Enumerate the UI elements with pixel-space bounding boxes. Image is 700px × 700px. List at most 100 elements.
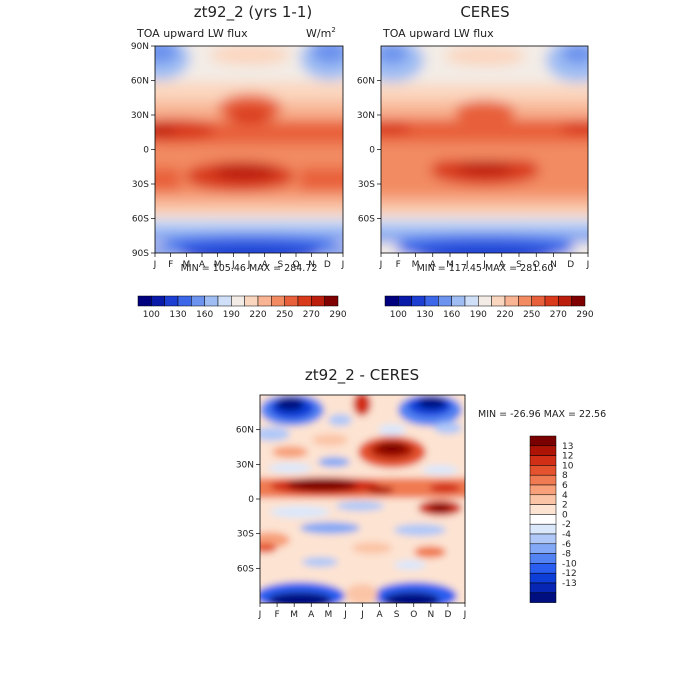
panel-diff-colorbar-box [529,523,557,535]
panel-model-y-tick-label: 60N [131,77,149,87]
panel-obs-colorbar-box [544,295,559,307]
panel-model-colorbar-box [217,295,232,307]
panel-model-colorbar-box [191,295,205,307]
panel-model-x-tick-label: J [341,260,345,270]
panel-model-colorbar-label: 270 [303,310,320,320]
panel-diff-colorbar-box [529,494,557,505]
panel-model-y-tick-label: 0 [143,146,149,156]
panel-diff-x-tick-label: N [427,610,434,620]
panel-model-y-tick-label: 90S [132,249,149,259]
panel-diff-y-tick-label: 60N [236,426,254,436]
panel-diff-y-tick-label: 30S [237,530,254,540]
panel-model-colorbar-box [151,295,165,307]
panel-obs-colorbar-label: 270 [550,310,567,320]
panel-diff-title: zt92_2 - CERES [305,366,419,385]
panel-model-field [155,46,343,253]
panel-obs-colorbar-box [518,295,532,307]
panel-diff-x-tick-label: M [290,610,298,620]
panel-obs-colorbar-box [464,295,479,307]
panel-model-colorbar-box [297,295,312,307]
panel-model-x-tick-label: M [214,260,222,270]
panel-model-y-tick-label: 30N [131,111,149,121]
panel-diff-colorbar-box [529,553,557,564]
panel-diff-colorbar-label: 2 [562,501,568,511]
panel-obs-x-tick-label: D [567,260,574,270]
panel-obs-y-tick-label: 30S [358,180,375,190]
panel-model-colorbar-box [311,295,325,307]
panel-model-colorbar-box [324,295,339,307]
panel-model-x-tick-label: O [292,260,299,270]
panel-diff-colorbar-box [529,582,557,594]
panel-diff-x-tick-label: M [324,610,332,620]
panel-diff-x-tick-label: J [258,610,262,620]
panel-obs-colorbar-label: 190 [470,310,487,320]
panel-obs-x-tick-label: J [586,260,590,270]
panel-obs-colorbar-label: 220 [496,310,513,320]
panel-model-x-tick-label: F [168,260,173,270]
panel-obs-colorbar-label: 250 [523,310,540,320]
panel-diff-colorbar-label: 0 [562,510,568,520]
panel-obs-y-tick-label: 30N [357,111,375,121]
panel-diff-x-tick-label: S [394,610,400,620]
panel-obs-x-tick-label: J [482,260,486,270]
panel-diff-x-tick-label: F [274,610,279,620]
panel-diff-colorbar-box [529,445,557,456]
panel-obs-colorbar-box [504,295,519,307]
panel-model-colorbar-label: 190 [223,310,240,320]
panel-model-x-tick-label: S [277,260,283,270]
panel-diff-minmax: MIN = -26.96 MAX = 22.56 [478,409,606,420]
panel-obs-y-tick-label: 60N [357,77,375,87]
panel-obs-colorbar-box [398,295,412,307]
panel-model-title: zt92_2 (yrs 1-1) [194,3,312,22]
panel-obs-x-tick-label: F [396,260,401,270]
panel-model: zt92_2 (yrs 1-1) TOA upward LW flux W/m2 [131,3,347,320]
panel-diff-y-ticks: 60N 30N 0 30S 60S [236,426,260,574]
panel-obs-colorbar-box [384,295,399,307]
panel-obs-x-tick-label: J [465,260,469,270]
panel-diff-x-tick-label: J [463,610,467,620]
panel-model-x-tick-label: M [182,260,190,270]
panel-model-colorbar-box [257,295,272,307]
panel-model-x-tick-label: J [231,260,235,270]
panel-obs-x-tick-label: A [430,260,437,270]
panel-diff-colorbar-label: 6 [562,481,568,491]
panel-diff-x-tick-label: A [376,610,383,620]
panel-model-colorbar-label: 100 [143,310,160,320]
panel-diff-x-tick-label: J [343,610,347,620]
panel-model-subtitle: TOA upward LW flux [136,27,248,40]
panel-model-colorbar-box [244,295,259,307]
panel-obs-colorbar-box [438,295,452,307]
panel-diff-y-tick-label: 0 [248,495,254,505]
panel-model-x-tick-label: J [247,260,251,270]
panel-obs-x-tick-label: O [533,260,540,270]
panel-model-y-tick-label: 90N [131,42,149,52]
panel-obs: CERES TOA upward LW flux [357,3,594,320]
panel-model-y-tick-label: 60S [132,215,149,225]
panel-obs-y-tick-label: 60S [358,215,375,225]
panel-obs-colorbar-box [558,295,572,307]
panel-model-x-tick-label: D [324,260,331,270]
panel-diff-colorbar-box [529,474,557,486]
panel-obs-colorbar: 100 130 160 190 220 250 270 290 [384,295,594,320]
panel-model-colorbar-label: 130 [169,310,186,320]
panel-model-colorbar-box [284,295,299,307]
panel-model-x-tick-label: A [262,260,269,270]
panel-model-colorbar-box [204,295,219,307]
panel-obs-colorbar-box [531,295,546,307]
panel-model-units: W/m2 [306,26,336,40]
panel-model-x-tick-label: J [153,260,157,270]
panel-diff-colorbar-label: -13 [562,579,577,589]
panel-obs-colorbar-box [424,295,439,307]
panel-diff-colorbar-label: -10 [562,559,577,569]
panel-model-y-tick-label: 30S [132,180,149,190]
panel-obs-colorbar-box [451,295,466,307]
panel-diff-x-tick-label: O [410,610,417,620]
panel-diff-colorbar-box [529,543,557,554]
panel-model-colorbar-box [231,295,245,307]
panel-diff-y-tick-label: 30N [236,460,254,470]
panel-obs-colorbar-label: 290 [576,310,593,320]
panel-model-colorbar-label: 250 [276,310,293,320]
panel-diff-x-tick-label: A [308,610,315,620]
